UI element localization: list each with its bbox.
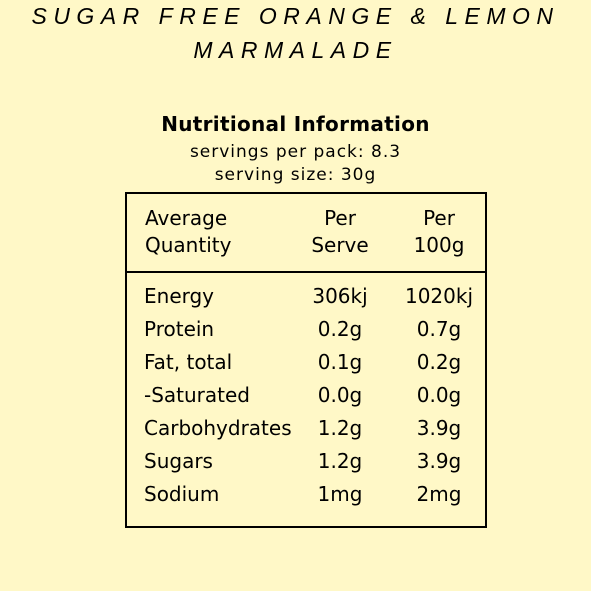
per-serve-value: 0.0g <box>317 383 363 407</box>
per-serve-value: 1.2g <box>317 449 363 473</box>
per-100g-value: 3.9g <box>416 416 462 440</box>
nutrient-name: Carbohydrates <box>144 416 292 440</box>
nutrient-name: Protein <box>144 317 215 341</box>
column-header-average-line: Average <box>145 206 228 230</box>
nutrient-name: -Saturated <box>144 383 251 407</box>
header-divider <box>127 271 485 273</box>
product-title-line-1: SUGAR FREE ORANGE & LEMON <box>31 3 560 29</box>
column-header-per-line: Per <box>324 206 356 230</box>
column-header-per-100g: Per 100g <box>399 205 479 259</box>
per-serve-value: 306kj <box>312 284 368 308</box>
per-serve-value: 1mg <box>317 482 363 506</box>
servings-per-pack: servings per pack: 8.3 <box>189 142 402 162</box>
table-row-sugars: Sugars 1.2g 3.9g <box>127 445 485 478</box>
nutrient-name: Fat, total <box>144 350 233 374</box>
product-title-line-2: MARMALADE <box>193 37 398 63</box>
column-header-serve-line: Serve <box>311 233 369 257</box>
column-header-per-serve: Per Serve <box>281 205 399 259</box>
per-serve-value: 0.2g <box>317 317 363 341</box>
nutrient-name: Sugars <box>144 449 213 473</box>
per-100g-value: 0.0g <box>416 383 462 407</box>
per-serve-value: 1.2g <box>317 416 363 440</box>
table-row-saturated: -Saturated 0.0g 0.0g <box>127 379 485 412</box>
table-row-sodium: Sodium 1mg 2mg <box>127 478 485 511</box>
table-row-fat-total: Fat, total 0.1g 0.2g <box>127 346 485 379</box>
nutrition-table: Average Quantity Per Serve Per 100g Ener… <box>125 192 487 528</box>
nutrient-name: Energy <box>144 284 215 308</box>
table-row-carbohydrates: Carbohydrates 1.2g 3.9g <box>127 412 485 445</box>
per-100g-value: 1020kj <box>404 284 474 308</box>
column-header-quantity-line: Quantity <box>145 233 232 257</box>
per-100g-value: 0.7g <box>416 317 462 341</box>
per-100g-value: 2mg <box>416 482 462 506</box>
table-row-protein: Protein 0.2g 0.7g <box>127 313 485 346</box>
per-100g-value: 3.9g <box>416 449 462 473</box>
column-header-average-quantity: Average Quantity <box>145 205 231 259</box>
table-row-energy: Energy 306kj 1020kj <box>127 280 485 313</box>
nutrition-heading: Nutritional Information <box>161 112 430 136</box>
column-header-100g-line: 100g <box>413 233 465 257</box>
column-header-per-line: Per <box>423 206 455 230</box>
per-serve-value: 0.1g <box>317 350 363 374</box>
serving-size: serving size: 30g <box>214 165 377 185</box>
per-100g-value: 0.2g <box>416 350 462 374</box>
nutrient-name: Sodium <box>144 482 220 506</box>
